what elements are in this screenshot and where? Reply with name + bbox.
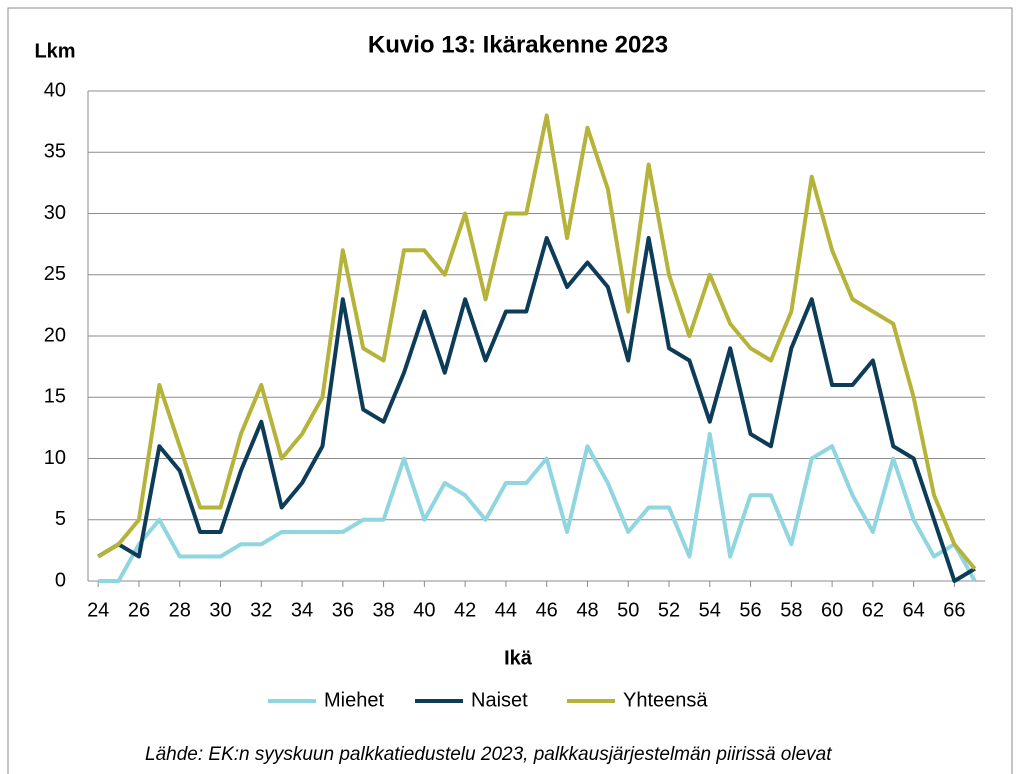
- legend-label: Miehet: [324, 689, 384, 711]
- y-tick-label: 35: [44, 141, 66, 163]
- x-tick-label: 60: [821, 599, 843, 621]
- x-tick-label: 50: [617, 599, 639, 621]
- y-tick-label: 25: [44, 263, 66, 285]
- chart-frame: [7, 7, 1013, 774]
- series-line: [97, 236, 976, 583]
- y-tick-label: 10: [44, 447, 66, 469]
- x-axis-label: Ikä: [504, 647, 533, 669]
- y-axis-label: Lkm: [34, 40, 75, 62]
- x-tick-label: 30: [209, 599, 231, 621]
- x-tick-label: 40: [413, 599, 435, 621]
- x-tick-label: 24: [87, 599, 109, 621]
- y-tick-label: 5: [55, 508, 66, 530]
- x-tick-label: 46: [536, 599, 558, 621]
- x-tick-label: 28: [169, 599, 191, 621]
- x-tick-label: 62: [862, 599, 884, 621]
- series-line: [97, 113, 977, 571]
- x-tick-label: 64: [903, 599, 925, 621]
- x-tick-label: 54: [699, 599, 721, 621]
- y-tick-label: 30: [44, 202, 66, 224]
- y-tick-label: 40: [44, 79, 66, 101]
- x-tick-label: 66: [943, 599, 965, 621]
- x-tick-label: 58: [780, 599, 802, 621]
- x-tick-label: 26: [128, 599, 150, 621]
- x-tick-label: 56: [739, 599, 761, 621]
- chart-title: Kuvio 13: Ikärakenne 2023: [368, 31, 668, 58]
- x-tick-label: 36: [332, 599, 354, 621]
- x-tick-label: 32: [250, 599, 272, 621]
- y-tick-label: 15: [44, 386, 66, 408]
- x-tick-label: 44: [495, 599, 517, 621]
- y-tick-label: 0: [55, 569, 66, 591]
- x-tick-label: 34: [291, 599, 313, 621]
- x-tick-label: 42: [454, 599, 476, 621]
- x-tick-label: 38: [372, 599, 394, 621]
- footnote: Lähde: EK:n syyskuun palkkatiedustelu 20…: [145, 744, 832, 765]
- legend-label: Naiset: [471, 689, 528, 711]
- x-tick-label: 52: [658, 599, 680, 621]
- legend-label: Yhteensä: [623, 689, 708, 711]
- series-line: [98, 432, 977, 583]
- x-tick-label: 48: [576, 599, 598, 621]
- y-tick-label: 20: [44, 324, 66, 346]
